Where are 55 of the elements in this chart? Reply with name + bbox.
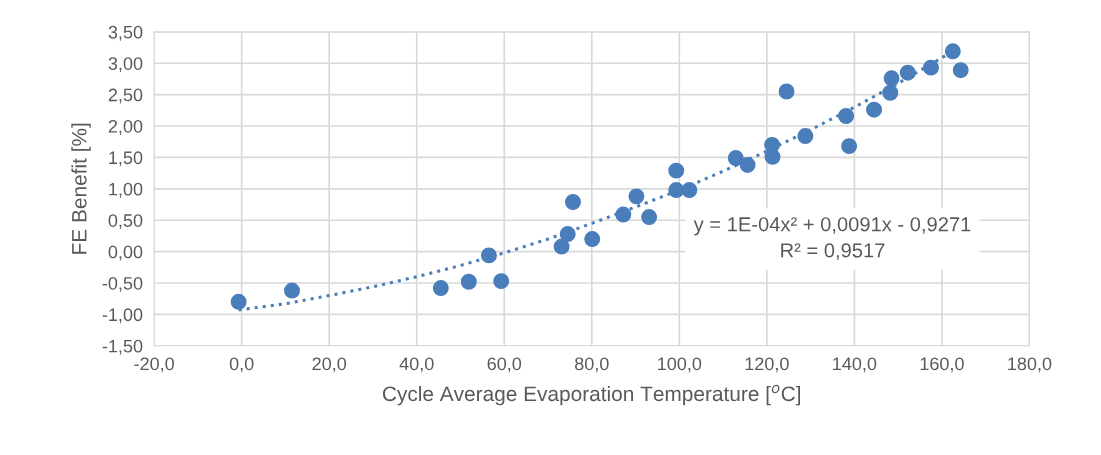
- x-tick-label: 20,0: [312, 357, 347, 373]
- point: [284, 282, 300, 299]
- x-tick-label: 60,0: [487, 357, 522, 373]
- point: [615, 206, 632, 223]
- x-tick-label: 40,0: [399, 357, 434, 373]
- x-tick-label: 120,0: [745, 357, 789, 373]
- point: [727, 150, 744, 167]
- point: [838, 108, 855, 124]
- point: [460, 273, 477, 290]
- point: [584, 231, 601, 248]
- y-tick-label: -0,50: [102, 276, 143, 292]
- y-tick-label: 2,00: [108, 119, 143, 135]
- point: [564, 194, 581, 210]
- x-tick-label: 140,0: [833, 357, 877, 373]
- y-tick-label: -1,50: [102, 339, 143, 355]
- y-tick-label: 2,50: [108, 88, 143, 104]
- y-tick-label: 0,00: [108, 245, 143, 261]
- x-tick-label: 160,0: [920, 357, 964, 373]
- x-tick-label: 180,0: [1008, 357, 1052, 373]
- annotation: y = 1E-04x² + 0,0091x - 0,9271 R² = 0,9517: [693, 217, 971, 260]
- point: [559, 226, 576, 243]
- point: [764, 148, 781, 165]
- point: [883, 70, 900, 87]
- x-tick-label: 80,0: [575, 357, 609, 373]
- point: [681, 182, 698, 199]
- point: [922, 59, 939, 76]
- y-tick-label: 0,50: [108, 214, 143, 230]
- y-axis-title: FE Benefit [%]: [71, 123, 91, 254]
- point: [882, 84, 899, 101]
- y-tick-label: 3,00: [108, 57, 143, 73]
- point: [778, 83, 795, 100]
- point: [739, 156, 756, 173]
- y-tick-label: 3,50: [108, 25, 143, 41]
- point: [668, 182, 685, 199]
- point: [480, 247, 497, 264]
- point: [641, 209, 658, 226]
- point: [553, 238, 570, 255]
- x-tick-label: 100,0: [658, 357, 702, 373]
- point: [432, 280, 449, 297]
- x-tick-label: 0,0: [229, 357, 254, 373]
- y-tick-label: 1,00: [109, 182, 143, 198]
- point: [230, 293, 247, 310]
- x-tick-label: -20,0: [134, 357, 175, 373]
- y-tick-label: -1,00: [102, 308, 143, 324]
- point: [797, 128, 814, 145]
- point: [952, 62, 969, 79]
- point: [944, 43, 961, 60]
- point: [841, 138, 858, 155]
- point: [493, 273, 510, 290]
- point: [628, 188, 645, 205]
- point: [668, 162, 685, 179]
- point: [866, 101, 883, 118]
- point: [899, 64, 916, 81]
- y-tick-label: 1,50: [109, 151, 143, 167]
- x-axis-title: Cycle Average Evaporation Temperature [$^{o}$C]: [382, 384, 801, 406]
